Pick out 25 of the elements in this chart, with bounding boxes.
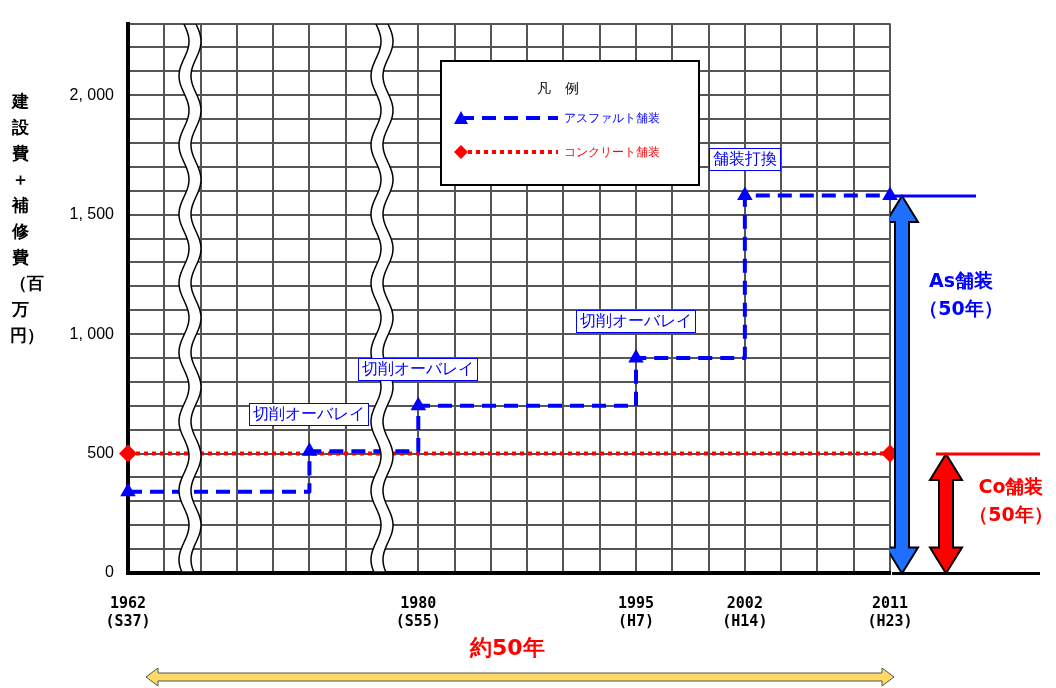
- y-tick-label: 0: [105, 563, 115, 581]
- x-tick-label: 1995 (H7): [617, 593, 655, 630]
- point: [120, 482, 136, 497]
- annotation: 切削オーバレイ: [576, 310, 696, 334]
- point: [301, 442, 318, 456]
- x-tick-label: 1980 (S55): [395, 593, 441, 630]
- text: 建設費＋補修費（百万円）: [10, 91, 44, 345]
- text: 約50年: [470, 634, 545, 662]
- y-tick-label: 500: [87, 443, 115, 461]
- annotation: 切削オーバレイ: [249, 403, 370, 427]
- point: [410, 396, 427, 411]
- text: Co舗装（50年）: [968, 473, 1054, 527]
- y-tick-label: 1, 500: [69, 205, 115, 223]
- annotation: 舗装打換: [708, 147, 781, 171]
- x-tick-label: 2002 (H14): [722, 593, 768, 630]
- x-tick-label: 1962 (S37): [105, 593, 151, 630]
- point: [628, 349, 644, 363]
- point: [737, 186, 753, 201]
- annotation: 切削オーバレイ: [358, 357, 479, 381]
- y-tick-label: 2, 000: [69, 85, 115, 103]
- text: As舗装（50年）: [918, 267, 1004, 321]
- legend: 凡 例 アスファルト舗装 コンクリート舗装: [440, 60, 700, 186]
- legend-title: 凡 例: [537, 80, 579, 98]
- y-tick-label: 1, 000: [69, 324, 115, 342]
- x-tick-label: 2011 (H23): [867, 593, 913, 630]
